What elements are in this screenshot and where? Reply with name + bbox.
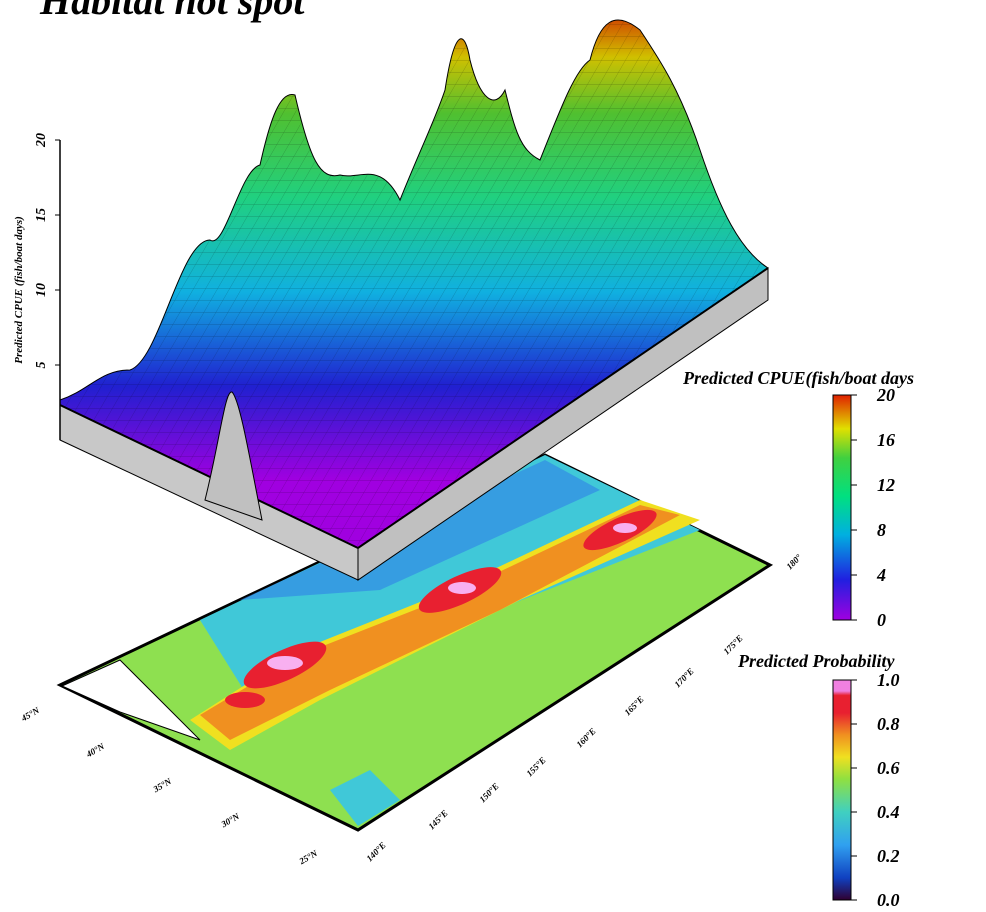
colorbar-tick-label: 0.2	[877, 846, 900, 866]
lat-label: 25°N	[297, 848, 320, 867]
probability-colorbar	[832, 679, 852, 901]
colorbar-tick-label: 20	[876, 385, 895, 405]
colorbar-tick-label: 0.6	[877, 758, 900, 778]
colorbar-tick-label: 16	[877, 430, 895, 450]
cpue-colorbar-title: Predicted CPUE(fish/boat days	[682, 368, 914, 389]
z-tick-label: 10	[34, 283, 49, 297]
lon-label: 160°E	[574, 726, 597, 749]
lon-label: 155°E	[524, 755, 547, 778]
lon-label: 180°	[784, 552, 803, 571]
lon-label: 140°E	[364, 840, 387, 863]
colorbar-tick-label: 8	[877, 520, 886, 540]
colorbar-tick-label: 4	[876, 565, 886, 585]
lat-label: 35°N	[151, 776, 174, 795]
lon-label: 150°E	[477, 781, 500, 804]
colorbar-tick-label: 0.0	[877, 890, 900, 910]
colorbar-tick-label: 0.8	[877, 714, 900, 734]
lat-label: 40°N	[84, 741, 107, 760]
z-tick-label: 5	[34, 362, 49, 369]
z-tick-label: 15	[34, 208, 49, 222]
colorbar-tick-label: 0.4	[877, 802, 900, 822]
lon-label: 145°E	[426, 808, 449, 831]
colorbar-tick-label: 12	[877, 475, 895, 495]
cpue-surface	[59, 19, 769, 581]
title: Habitat hot spot	[39, 0, 306, 23]
z-axis-label: Predicted CPUE (fish/boat days)	[13, 216, 25, 364]
lat-label: 45°N	[19, 705, 42, 724]
colorbar-tick-label: 0	[877, 610, 886, 630]
probability-colorbar-title: Predicted Probability	[737, 651, 895, 671]
cpue-colorbar	[832, 394, 852, 621]
lon-label: 165°E	[622, 694, 645, 717]
z-tick-label: 20	[34, 133, 49, 148]
colorbar-tick-label: 1.0	[877, 670, 900, 690]
probability-map	[56, 453, 774, 832]
lat-label: 30°N	[219, 811, 242, 830]
lon-label: 170°E	[672, 666, 695, 689]
